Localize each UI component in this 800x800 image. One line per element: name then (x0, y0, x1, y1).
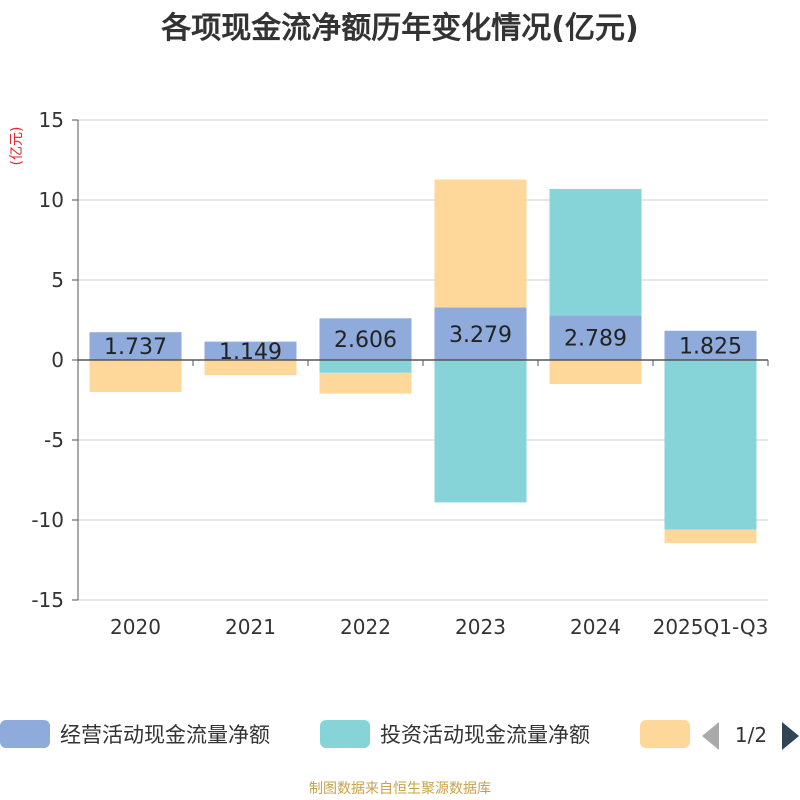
bar-2022-series-2 (319, 360, 412, 373)
bar-2022-series-1 (319, 318, 412, 360)
x-tick-label: 2025Q1-Q3 (653, 615, 769, 639)
y-tick-label: -15 (31, 588, 64, 612)
y-tick-label: -10 (31, 508, 64, 532)
y-tick-label: 5 (51, 268, 64, 292)
legend-swatch-2 (320, 720, 370, 748)
legend-prev-icon[interactable] (702, 722, 719, 750)
legend-swatch-1 (0, 720, 50, 748)
bar-2020-series-1 (89, 332, 182, 360)
y-tick-label: 0 (51, 348, 64, 372)
bar-2023-series-1 (434, 307, 527, 360)
bar-2022-series-3 (319, 372, 412, 394)
source-footer: 制图数据来自恒生聚源数据库 (309, 781, 491, 797)
x-tick-label: 2022 (340, 615, 391, 639)
x-tick-label: 2024 (570, 615, 621, 639)
legend-label-2: 投资活动现金流量净额 (380, 723, 590, 747)
chart-title: 各项现金流净额历年变化情况(亿元) (160, 11, 638, 46)
legend-page-indicator: 1/2 (735, 723, 767, 747)
legend-swatch-3 (640, 720, 690, 748)
bar-2023-series-2 (434, 360, 527, 503)
bar-2025Q1-Q3-series-2 (664, 360, 757, 530)
legend-next-icon[interactable] (782, 722, 799, 750)
data-label: 2.606 (334, 328, 397, 353)
bar-2023-series-3 (434, 179, 527, 308)
data-label: 1.825 (679, 334, 742, 359)
bar-2025Q1-Q3-series-3 (664, 529, 757, 544)
bar-2024-series-1 (549, 315, 642, 360)
data-label: 1.737 (104, 335, 167, 360)
bar-2021-series-3 (204, 360, 297, 376)
data-label: 1.149 (219, 340, 282, 365)
data-label: 3.279 (449, 323, 512, 348)
bar-2021-series-1 (204, 341, 297, 360)
data-label: 2.789 (564, 327, 627, 352)
bar-2020-series-3 (89, 360, 182, 392)
x-tick-label: 2023 (455, 615, 506, 639)
bar-2025Q1-Q3-series-1 (664, 330, 757, 360)
y-tick-label: 15 (39, 108, 64, 132)
x-tick-label: 2020 (110, 615, 161, 639)
y-tick-label: 10 (39, 188, 64, 212)
legend-label-1: 经营活动现金流量净额 (60, 723, 270, 747)
bar-2024-series-3 (549, 360, 642, 384)
y-axis-label: (亿元) (9, 127, 25, 166)
bar-2024-series-2 (549, 188, 642, 316)
x-tick-label: 2021 (225, 615, 276, 639)
y-tick-label: -5 (44, 428, 64, 452)
